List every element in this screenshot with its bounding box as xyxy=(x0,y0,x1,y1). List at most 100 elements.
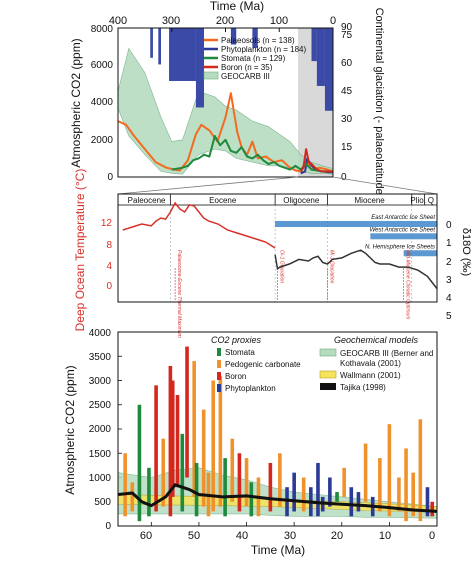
proxy-bar-phytoplankton xyxy=(316,462,320,517)
legend-swatch-geocarb xyxy=(203,71,219,80)
tajika-model-line xyxy=(117,483,438,513)
top-y-tick-label: 8000 xyxy=(91,24,114,35)
middle-y2-axis-title: δ18O (‰) xyxy=(460,228,472,276)
bottom-y-tick-label: 3000 xyxy=(89,376,112,387)
proxy-bar-boron xyxy=(237,453,242,512)
proxy-bar-pedogenic xyxy=(411,472,415,517)
bottom-y-tick-label: 2500 xyxy=(89,400,112,411)
middle-panel: Paleocene Eocene Oligocene Miocene Plio. Q Ea… xyxy=(73,169,472,338)
top-y-tick-labels: 0 2000 4000 6000 8000 xyxy=(91,24,114,183)
top-y-axis-title: Atmospheric CO2 (ppm) xyxy=(69,38,83,167)
bottom-y-tick-label: 2000 xyxy=(89,424,112,435)
bottom-x-tick-label: 30 xyxy=(284,530,296,542)
proxy-bar-phytoplankton xyxy=(349,487,354,517)
proxy-bar-boron xyxy=(154,385,158,512)
legend-label-phytoplankton: Phytoplankton (n = 184) xyxy=(221,45,307,54)
top-y-tick-label: 4000 xyxy=(91,97,114,108)
series-line-palaeosols xyxy=(117,92,334,173)
proxy-bar-boron xyxy=(185,346,189,478)
epoch-strip xyxy=(117,193,438,206)
middle-y2-tick-label: 1 xyxy=(446,238,452,249)
epoch-label: Eocene xyxy=(209,196,237,205)
glaciation-bar xyxy=(150,28,153,58)
top-y-tick-label: 0 xyxy=(107,172,113,183)
proxy-bar-stomata xyxy=(137,404,142,522)
epoch-bar: Paleocene Eocene Oligocene Miocene Plio. Q xyxy=(117,193,438,206)
series-line-boron xyxy=(299,148,334,173)
legend-swatch-pedogenic-bar xyxy=(217,360,221,368)
bottom-y-axis-title: Atmospheric CO2 (ppm) xyxy=(63,365,77,494)
legend-label-wallmann: Wallmann (2001) xyxy=(340,371,401,380)
bottom-x-tick-label: 40 xyxy=(236,530,248,542)
top-y2-tick-label: 15 xyxy=(341,142,353,153)
middle-y-axis-title: Deep Ocean Temperature (°C) xyxy=(73,169,87,332)
proxy-bar-boron xyxy=(170,380,175,497)
legend-title-proxies: CO2 proxies xyxy=(211,335,262,345)
ice-sheet-bar xyxy=(403,250,437,257)
proxy-bar-pedogenic xyxy=(404,448,408,522)
middle-y2-tick-label: 2 xyxy=(446,257,452,268)
proxy-bar-stomata xyxy=(147,467,151,517)
bottom-x-tick-label: 50 xyxy=(188,530,200,542)
middle-y2-tick-label: 3 xyxy=(446,275,452,286)
middle-y-tick-label: 12 xyxy=(101,218,113,229)
ice-sheet-bar xyxy=(370,233,437,240)
proxy-bar-pedogenic xyxy=(378,458,382,512)
annotation-label: Palaeocene-Eocene Thermal Maximum xyxy=(176,250,182,338)
glaciation-bar xyxy=(158,28,161,65)
bottom-panel: Atmospheric CO2 (ppm) 0 500 1000 1500 20… xyxy=(63,328,438,557)
legend-label-geocarb: GEOCARB III xyxy=(221,72,270,81)
middle-plot-frame xyxy=(117,193,438,303)
proxy-bar-phytoplankton xyxy=(328,477,332,507)
top-y2-tick-label: 75 xyxy=(341,30,353,41)
epoch-label: Oligocene xyxy=(283,196,320,205)
legend-swatch-stomata-bar xyxy=(217,348,221,356)
proxy-bar-phytoplankton xyxy=(292,472,296,512)
proxy-bar-phytoplankton xyxy=(356,492,361,512)
proxy-bar-pedogenic xyxy=(278,453,282,507)
temperature-line xyxy=(122,201,276,249)
top-x-tick-label: 0 xyxy=(330,15,336,27)
bottom-y-tick-label: 1000 xyxy=(89,473,112,484)
bottom-x-tick-label: 10 xyxy=(379,530,391,542)
top-plot-frame xyxy=(117,27,334,178)
zoom-connector-left xyxy=(117,176,299,195)
top-x-tick-labels: 400 300 200 100 0 xyxy=(109,15,336,27)
legend-label-phytoplankton-bar: Phytoplankton xyxy=(225,384,276,393)
proxy-bar-phytoplankton xyxy=(425,487,430,517)
bottom-x-tick-label: 60 xyxy=(140,530,152,542)
proxy-bar-stomata xyxy=(335,492,339,502)
proxy-bar-pedogenic xyxy=(130,482,135,512)
bottom-y-tick-label: 3500 xyxy=(89,352,112,363)
proxy-bar-boron xyxy=(268,462,273,512)
glaciation-bar xyxy=(324,28,333,111)
bottom-y-tick-label: 0 xyxy=(105,521,111,532)
top-y2-tick-labels: 0 15 30 45 60 75 90 xyxy=(341,22,353,183)
legend-swatch-wallmann xyxy=(319,370,337,379)
bottom-x-tick-label: 20 xyxy=(331,530,343,542)
proxy-bar-stomata xyxy=(180,433,185,512)
proxy-bar-pedogenic xyxy=(342,467,346,497)
top-x-axis-title: Time (Ma) xyxy=(210,0,264,13)
ice-sheet-label: N. Hemisphere Ice Sheets xyxy=(365,244,435,250)
bottom-y-tick-labels: 0 500 1000 1500 2000 2500 3000 3500 4000 xyxy=(89,328,112,532)
top-x-tick-label: 300 xyxy=(162,15,180,27)
series-line-stomata xyxy=(171,135,333,173)
bottom-legend: CO2 proxies Stomata Pedogenic carbonate … xyxy=(211,335,433,393)
middle-y-tick-label: 8 xyxy=(106,240,112,251)
glaciation-bar xyxy=(316,28,325,86)
bottom-y-tick-label: 4000 xyxy=(89,328,112,339)
proxy-bar-stomata xyxy=(194,462,199,517)
bottom-y-tick-label: 500 xyxy=(94,497,111,508)
glaciation-bar xyxy=(195,28,204,108)
proxy-bar-pedogenic xyxy=(244,458,249,507)
proxy-bar-phytoplankton xyxy=(285,487,289,517)
proxy-bar-pedogenic xyxy=(211,380,216,512)
annotation-label: Mi-1 Glaciation xyxy=(328,250,334,284)
epoch-label: Miocene xyxy=(355,196,386,205)
top-x-tick-label: 200 xyxy=(216,15,234,27)
proxy-bar-boron xyxy=(175,395,180,488)
middle-y2-tick-label: 4 xyxy=(446,293,452,304)
glaciation-bar xyxy=(252,28,258,48)
proxy-bar-pedogenic xyxy=(192,361,196,497)
